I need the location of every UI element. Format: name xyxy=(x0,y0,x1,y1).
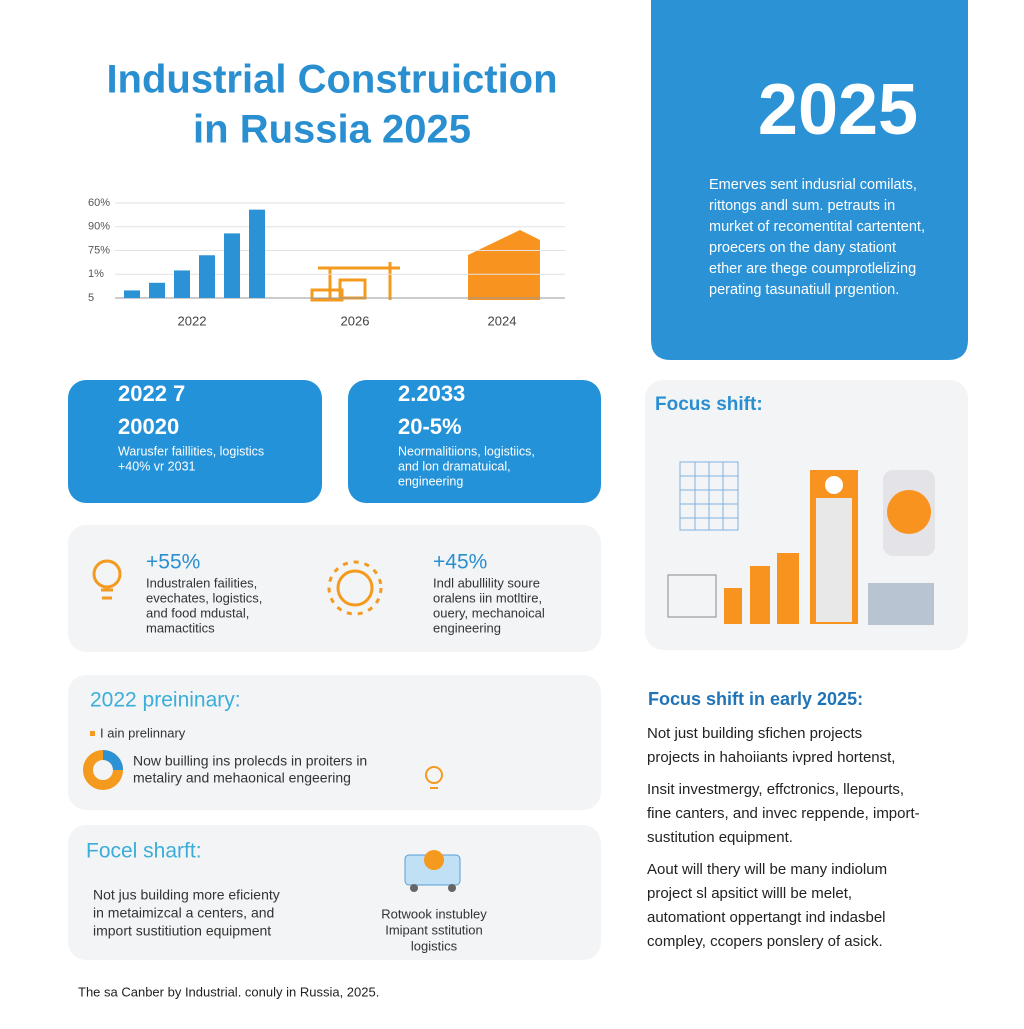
texts: Industrial Construiction in Russia 2025 20… xyxy=(78,58,925,1000)
text: engineering xyxy=(398,474,463,488)
text: Rotwook instubley xyxy=(381,906,487,921)
chart: 5 1% 75% 90% 60% 2022 2026 2024 xyxy=(88,197,565,328)
card xyxy=(68,825,601,960)
text: Now builling ins prolecds in proiters in xyxy=(133,753,367,769)
card xyxy=(68,380,322,503)
bar xyxy=(224,233,240,298)
year: 2025 xyxy=(758,70,918,150)
text: proecers on the dany stationt xyxy=(709,240,896,256)
text: import sustitiution equipment xyxy=(93,923,271,939)
title: in Russia 2025 xyxy=(193,108,471,152)
text: Not just building sfichen projects xyxy=(647,725,862,742)
crane-illustration xyxy=(310,262,400,302)
text: oralens iin motltire, xyxy=(433,590,542,605)
y-tick-label: 75% xyxy=(88,244,110,256)
bar xyxy=(149,282,165,298)
x-tick-label: 2022 xyxy=(178,313,207,328)
y-tick-label: 90% xyxy=(88,221,110,233)
bar xyxy=(174,270,190,298)
text: logistics xyxy=(411,938,458,953)
text: in metaimizcal a centers, and xyxy=(93,905,274,921)
text: Neormalitiions, logistiics, xyxy=(398,444,535,458)
text: Aout will thery will be many indiolum xyxy=(647,861,887,878)
focus-illustration xyxy=(667,461,935,625)
text: 20-5% xyxy=(398,414,462,439)
text: Industralen failities, xyxy=(146,575,257,590)
text: Insit investmergy, effctronics, llepourt… xyxy=(647,781,904,798)
text: engineering xyxy=(433,620,501,635)
text: metaliry and mehaonical engeering xyxy=(133,770,351,786)
footer: The sa Canber by Industrial. conuly in R… xyxy=(78,984,379,999)
text: Not jus building more eficienty xyxy=(93,887,280,903)
text: automationt oppertangt ind indasbel xyxy=(647,909,886,926)
bulb-icon xyxy=(92,559,122,600)
text: Imipant sstitution xyxy=(385,922,483,937)
text: +40% vr 2031 xyxy=(118,459,196,473)
text: perating tasunatiull prgention. xyxy=(709,282,899,298)
text: ouery, mechanoical xyxy=(433,605,545,620)
text: Focus shift in early 2025: xyxy=(648,689,863,709)
card xyxy=(348,380,601,503)
text: Focus shift: xyxy=(655,394,763,415)
text: Warusfer faillities, logistics xyxy=(118,444,264,458)
text: Indl abullility soure xyxy=(433,575,540,590)
text: evechates, logistics, xyxy=(146,590,262,605)
text: ether are thege coumprotlelizing xyxy=(709,261,916,277)
text: mamactitics xyxy=(146,620,215,635)
text: 2022 preininary: xyxy=(90,689,241,712)
x-tick-label: 2024 xyxy=(488,313,517,328)
donut-icon xyxy=(83,731,123,790)
text: projects in hahoiiants ivpred hortenst, xyxy=(647,749,895,766)
text: and food mdustal, xyxy=(146,605,249,620)
x-tick-label: 2026 xyxy=(341,313,370,328)
text: 2022 7 xyxy=(118,381,185,406)
gear-icon xyxy=(327,560,383,616)
y-tick-label: 1% xyxy=(88,268,104,280)
card xyxy=(68,525,601,652)
text: and lon dramatuical, xyxy=(398,459,511,473)
growth-value: +45% xyxy=(433,551,487,574)
card xyxy=(645,380,968,650)
bulb-icon xyxy=(425,766,443,789)
card xyxy=(68,675,601,810)
text: 2.2033 xyxy=(398,381,465,406)
year-panel xyxy=(651,0,968,360)
text: Focel sharft: xyxy=(86,840,202,863)
text: Emerves sent indusrial comilats, xyxy=(709,177,917,193)
text: project sl apsitict willl be melet, xyxy=(647,885,852,902)
y-tick-label: 60% xyxy=(88,197,110,209)
text: I ain prelinnary xyxy=(100,725,186,740)
bar xyxy=(124,290,140,298)
text: compley, ccopers ponslery of asick. xyxy=(647,933,883,950)
y-tick-label: 5 xyxy=(88,292,94,304)
text: fine canters, and invec reppende, import… xyxy=(647,805,920,822)
text: sustitution equipment. xyxy=(647,829,793,846)
text: 20020 xyxy=(118,414,179,439)
title: Industrial Construiction xyxy=(106,58,557,102)
bar xyxy=(249,209,265,298)
building-illustration xyxy=(468,230,540,300)
growth-value: +55% xyxy=(146,551,200,574)
bar xyxy=(199,255,215,298)
text: rittongs andl sum. petrauts in xyxy=(709,198,895,214)
text: murket of recomentital cartentent, xyxy=(709,219,925,235)
truck-icon xyxy=(404,850,461,892)
